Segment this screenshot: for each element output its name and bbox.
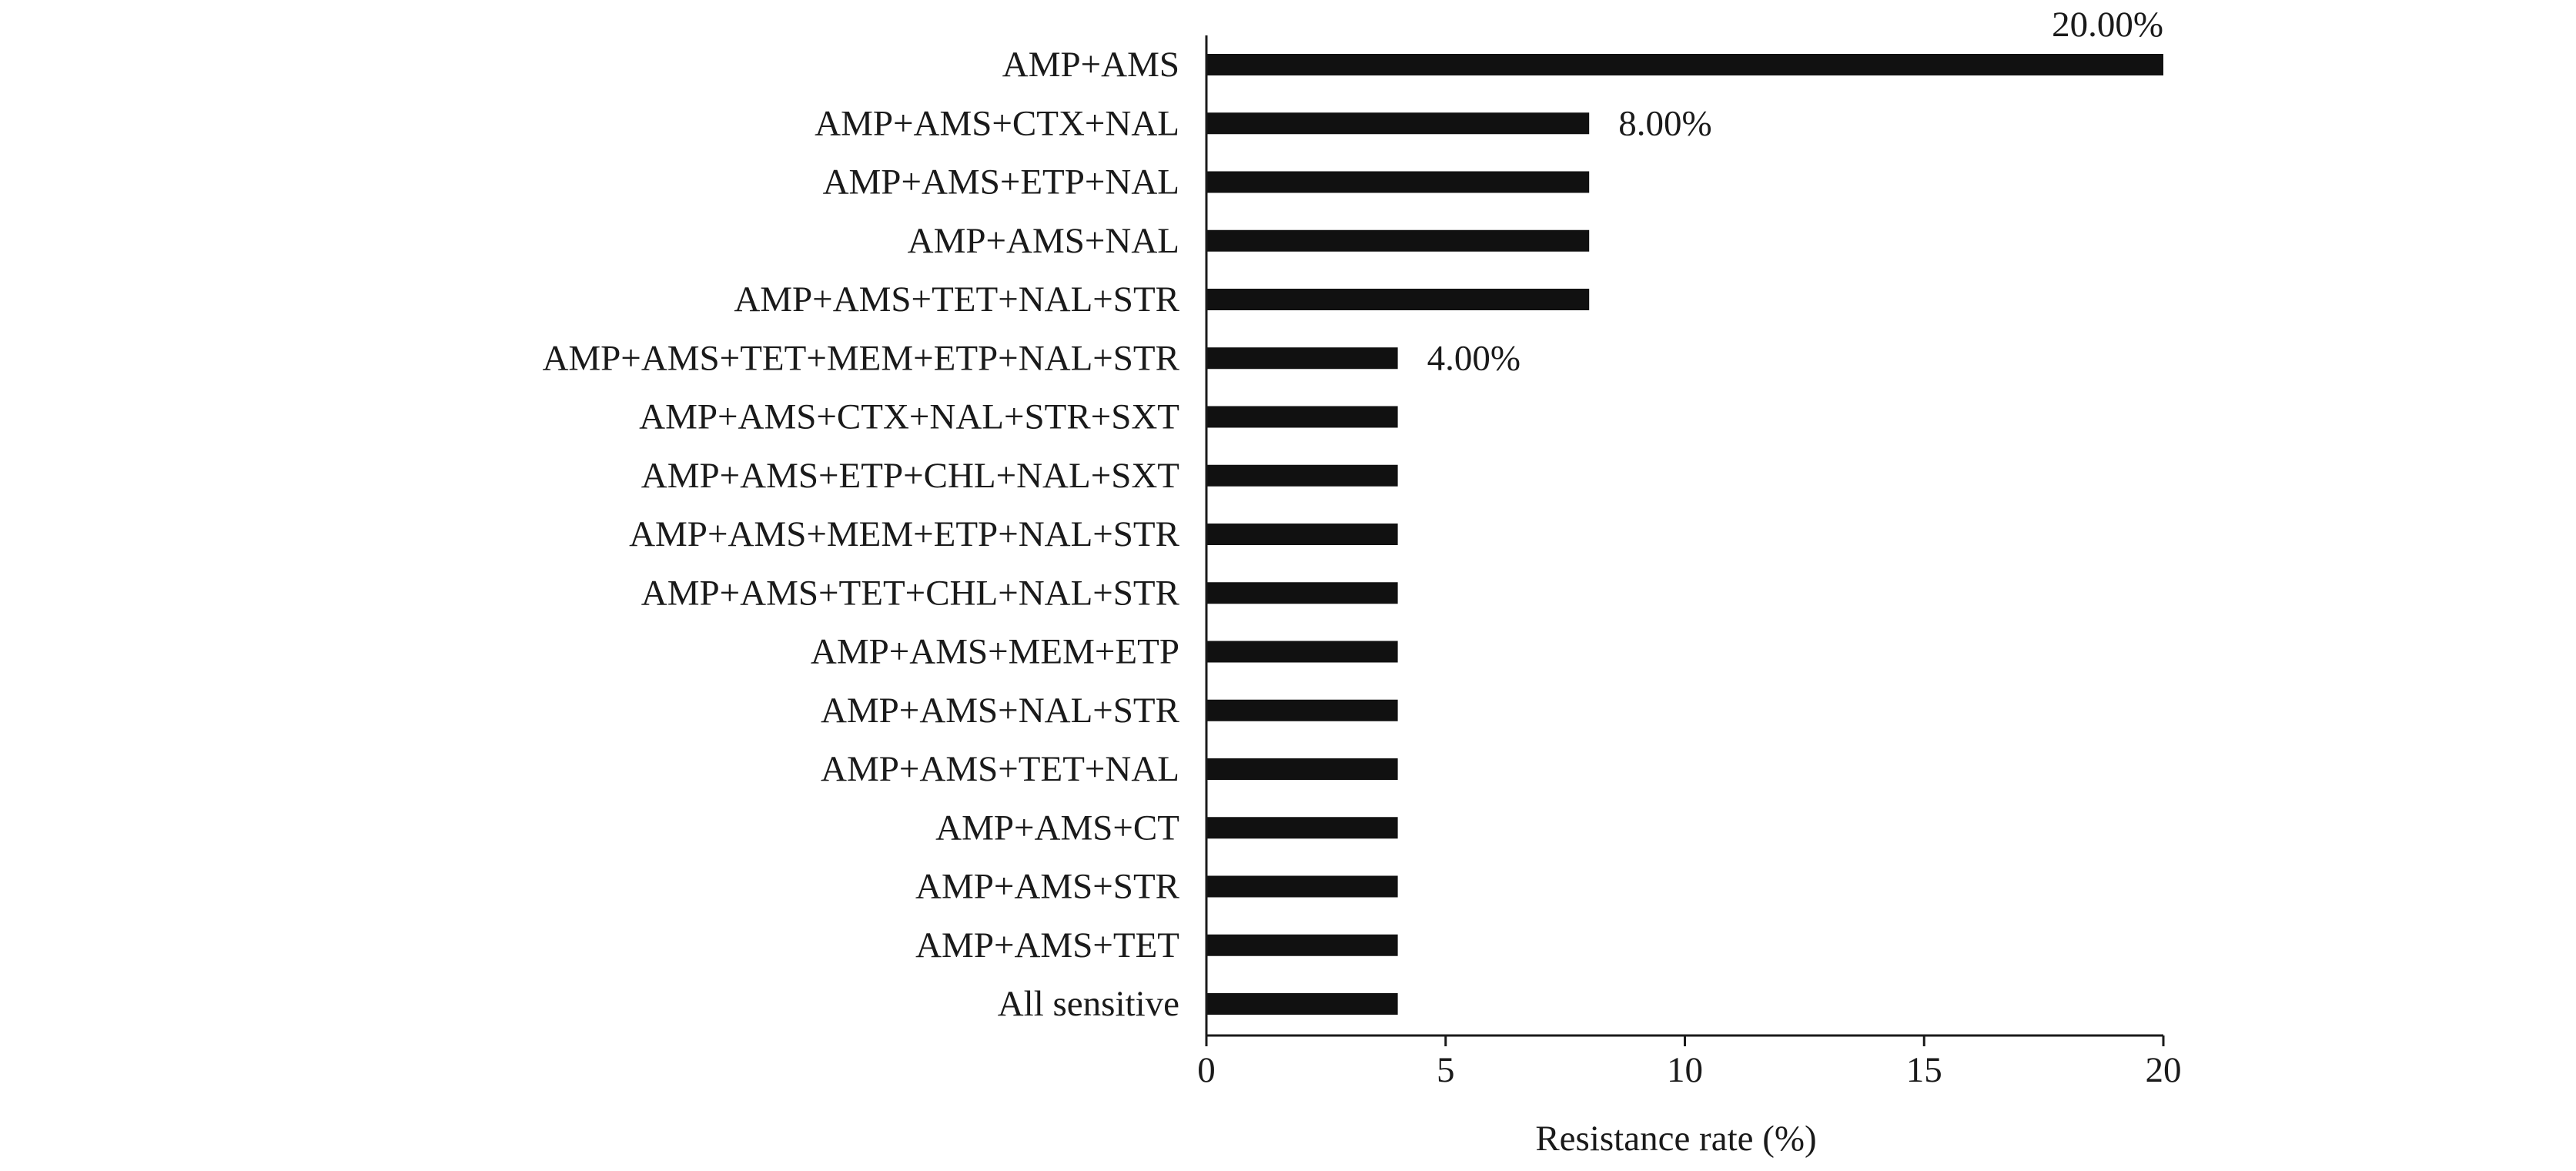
x-tick-label: 15	[1906, 1050, 1942, 1090]
bar	[1206, 54, 2163, 75]
bars-layer	[1206, 54, 2163, 1015]
category-label: AMP+AMS+TET+CHL+NAL+STR	[641, 573, 1180, 613]
x-tick-label: 20	[2146, 1050, 2182, 1090]
category-labels: AMP+AMS AMP+AMS+CTX+NAL AMP+AMS+ETP+NAL AMP…	[542, 45, 1179, 1024]
bar	[1206, 229, 1590, 252]
x-axis-ticks: 0 5 10 15 20	[1197, 1035, 2182, 1090]
bar	[1206, 934, 1398, 956]
bar	[1206, 406, 1398, 428]
category-label: AMP+AMS+STR	[915, 867, 1180, 907]
category-label: AMP+AMS	[1002, 45, 1179, 85]
bar	[1206, 524, 1398, 545]
x-tick-label: 0	[1197, 1050, 1216, 1090]
category-label: AMP+AMS+MEM+ETP+NAL+STR	[629, 514, 1180, 554]
category-label: AMP+AMS+TET+MEM+ETP+NAL+STR	[542, 338, 1179, 378]
data-labels: 20.00% 8.00% 4.00%	[1427, 5, 2163, 378]
x-tick-label: 10	[1667, 1050, 1703, 1090]
category-label: AMP+AMS+CTX+NAL+STR+SXT	[639, 397, 1179, 437]
x-axis-title: Resistance rate (%)	[1535, 1119, 1816, 1159]
bar	[1206, 758, 1398, 780]
category-label: AMP+AMS+TET	[915, 925, 1179, 965]
bar	[1206, 641, 1398, 663]
bar	[1206, 112, 1590, 135]
bar	[1206, 817, 1398, 839]
bar	[1206, 289, 1590, 310]
bar	[1206, 875, 1398, 898]
category-label: AMP+AMS+TET+NAL+STR	[734, 279, 1179, 320]
category-label: AMP+AMS+ETP+NAL	[823, 162, 1179, 202]
bar	[1206, 582, 1398, 604]
category-label: AMP+AMS+NAL+STR	[821, 691, 1180, 731]
bar	[1206, 993, 1398, 1015]
category-label: AMP+AMS+MEM+ETP	[811, 632, 1179, 672]
category-label: AMP+AMS+NAL	[908, 221, 1179, 261]
data-label: 8.00%	[1618, 103, 1711, 143]
bar	[1206, 171, 1590, 193]
data-label: 20.00%	[2052, 5, 2163, 45]
bar	[1206, 699, 1398, 721]
bar	[1206, 347, 1398, 370]
bar	[1206, 464, 1398, 487]
category-label: All sensitive	[998, 984, 1179, 1024]
data-label: 4.00%	[1427, 338, 1521, 378]
category-label: AMP+AMS+TET+NAL	[821, 749, 1179, 789]
category-label: AMP+AMS+CTX+NAL	[815, 103, 1179, 143]
category-label: AMP+AMS+ETP+CHL+NAL+SXT	[641, 456, 1179, 496]
category-label: AMP+AMS+CT	[935, 808, 1179, 848]
x-tick-label: 5	[1437, 1050, 1455, 1090]
